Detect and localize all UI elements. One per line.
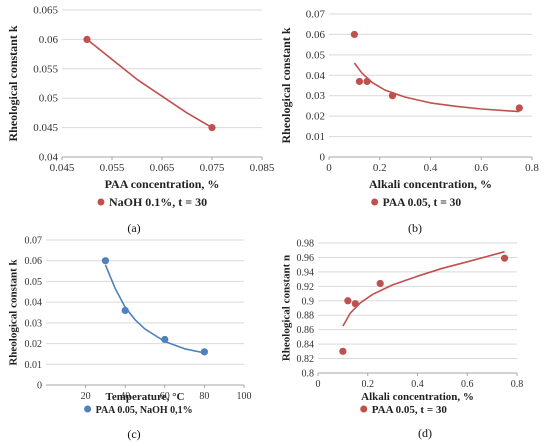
x-tick-label: 0.065 xyxy=(150,162,175,174)
y-tick-label: 0.065 xyxy=(33,5,58,17)
x-tick-label: 60 xyxy=(160,391,170,402)
chart-panel-3: 0 0.01 0.02 0.03 0.04 0.05 0.06 0.07 20 40 60 80 100… xyxy=(8,236,252,442)
y-tick-label: 0.86 xyxy=(297,325,315,336)
data-point xyxy=(351,300,359,308)
y-axis-title: Rheological constant n xyxy=(281,255,293,361)
chart-panel-4: 0.80.820.840.860.880.90.920.940.960.980 0… xyxy=(281,239,524,441)
legend-marker xyxy=(371,198,379,206)
y-tick-label: 0.01 xyxy=(306,131,325,143)
panel-caption: (c) xyxy=(127,427,140,441)
data-point xyxy=(339,347,347,355)
trend-line xyxy=(353,62,520,113)
y-tick-label: 0.01 xyxy=(25,360,43,371)
y-tick-label: 0.07 xyxy=(306,9,326,21)
panel-caption: (b) xyxy=(408,221,422,235)
y-tick-label: 0.82 xyxy=(297,354,315,365)
y-tick-label: 0.03 xyxy=(306,90,326,102)
x-tick-label: 20 xyxy=(81,391,91,402)
data-point xyxy=(101,257,109,265)
x-tick-label: 0.8 xyxy=(511,379,524,390)
y-tick-label: 0 xyxy=(320,152,326,164)
y-tick-label: 0.06 xyxy=(39,34,59,46)
data-point xyxy=(200,348,208,356)
x-tick-label: 40 xyxy=(120,391,130,402)
y-tick-label: 0.055 xyxy=(33,63,58,75)
data-point xyxy=(515,104,523,112)
x-tick-label: 0.045 xyxy=(50,162,75,174)
x-axis-title: PAA concentration, % xyxy=(105,177,220,191)
y-tick-label: 0.05 xyxy=(39,93,59,105)
legend-label: PAA 0.05, t = 30 xyxy=(383,197,462,209)
y-tick-label: 0.03 xyxy=(25,318,43,329)
panel-caption: (d) xyxy=(418,426,432,440)
y-tick-label: 0.06 xyxy=(306,29,326,41)
x-tick-label: 0.8 xyxy=(525,162,539,174)
y-tick-label: 0.05 xyxy=(25,277,43,288)
y-tick-label: 0.02 xyxy=(25,339,43,350)
y-tick-label: 0 xyxy=(37,381,42,392)
x-tick-label: 0.2 xyxy=(373,162,387,174)
legend-label: PAA 0.05, NaOH 0,1% xyxy=(96,405,193,416)
y-tick-label: 0.96 xyxy=(297,253,315,264)
x-tick-label: 0.4 xyxy=(411,379,424,390)
x-tick-label: 80 xyxy=(199,391,209,402)
x-tick-label: 0.055 xyxy=(100,162,125,174)
data-point xyxy=(388,92,397,100)
y-tick-label: 0.88 xyxy=(297,311,315,322)
y-tick-label: 0.8 xyxy=(302,369,315,380)
y-tick-label: 0.92 xyxy=(297,282,315,293)
trend-line xyxy=(86,38,213,129)
data-point xyxy=(376,279,384,288)
y-tick-label: 0.02 xyxy=(306,111,325,123)
legend-marker xyxy=(360,405,368,413)
x-axis-title: Alkali concentration, % xyxy=(361,391,474,403)
legend-label: PAA 0.05, t = 30 xyxy=(372,404,448,416)
chart-panel-2: 0 0.01 0.02 0.03 0.04 0.05 0.06 0.07 0 0.2 0.4 0.6 0… xyxy=(279,9,540,236)
data-point xyxy=(355,77,364,86)
trend-line xyxy=(342,250,505,327)
y-tick-label: 0.94 xyxy=(297,267,315,278)
x-tick-label: 0.6 xyxy=(461,379,474,390)
y-tick-label: 0.045 xyxy=(33,122,58,134)
x-tick-label: 0.075 xyxy=(200,162,225,174)
y-axis-title: Rheological constant k xyxy=(6,25,20,141)
y-tick-label: 0.9 xyxy=(302,296,315,307)
data-point xyxy=(350,30,358,39)
y-tick-label: 0.04 xyxy=(306,70,326,82)
legend-marker xyxy=(97,198,105,206)
data-point xyxy=(121,306,129,315)
y-axis-title: Rheological constant k xyxy=(279,27,293,143)
x-axis-title: Temperature, °C xyxy=(106,391,185,403)
data-point xyxy=(500,254,509,262)
data-point xyxy=(363,77,371,86)
x-tick-label: 0 xyxy=(316,379,321,390)
y-tick-label: 0.04 xyxy=(39,152,59,164)
panel-caption: (a) xyxy=(127,221,140,235)
x-tick-label: 0.6 xyxy=(474,162,488,174)
x-axis-title: Alkali concentration, % xyxy=(369,177,492,191)
legend-label: NaOH 0.1%, t = 30 xyxy=(109,195,207,209)
x-tick-label: 100 xyxy=(237,391,252,402)
y-tick-label: 0.84 xyxy=(297,340,315,351)
trend-line xyxy=(104,264,205,354)
y-tick-label: 0.04 xyxy=(25,298,43,309)
y-tick-label: 0.07 xyxy=(25,236,43,247)
legend-marker xyxy=(84,405,92,413)
data-point xyxy=(161,335,169,344)
y-axis-title: Rheological constant k xyxy=(8,258,20,365)
data-point xyxy=(83,35,91,44)
data-point xyxy=(208,124,216,132)
x-tick-label: 0.2 xyxy=(362,379,375,390)
y-tick-label: 0.98 xyxy=(297,239,315,250)
x-tick-label: 0 xyxy=(326,162,332,174)
y-tick-label: 0.05 xyxy=(306,49,326,61)
data-point xyxy=(344,297,352,305)
x-tick-label: 0.4 xyxy=(424,162,438,174)
x-tick-label: 0.085 xyxy=(250,162,275,174)
y-tick-label: 0.06 xyxy=(25,256,43,267)
